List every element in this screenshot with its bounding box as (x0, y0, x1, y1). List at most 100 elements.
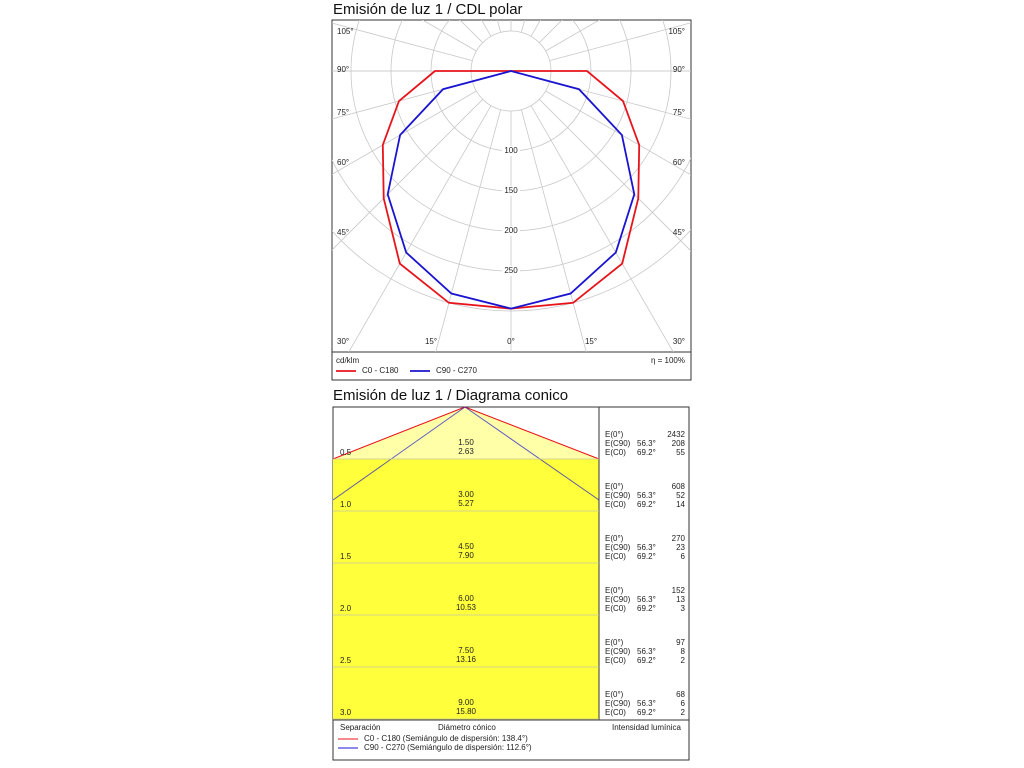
distance: 1.0 (340, 500, 352, 509)
grid-ray (545, 90, 691, 176)
grid-ray (530, 20, 541, 37)
cone-title: Emisión de luz 1 / Diagrama conico (333, 387, 568, 404)
e-label: E(0°) (605, 586, 624, 595)
grid-ray (549, 22, 691, 62)
c0-edge (332, 406, 466, 460)
header-intensity: Intensidad lumínica (612, 723, 681, 732)
angle-label: 45° (673, 228, 685, 237)
grid-ray (332, 99, 483, 251)
e-label: E(C0) (605, 708, 626, 717)
angle-label: 15° (425, 337, 437, 346)
c0-edge (464, 406, 600, 460)
half-angle: 69.2° (637, 448, 656, 457)
diameter-c0: 15.80 (456, 707, 477, 716)
unit-label: cd/klm (336, 356, 359, 365)
e-label: E(C90) (605, 595, 631, 604)
angle-label: 90° (673, 65, 685, 74)
grid-ray (530, 105, 674, 352)
illuminance: 6 (681, 552, 686, 561)
angle-label: 75° (337, 108, 349, 117)
half-angle: 69.2° (637, 552, 656, 561)
r-tick-bg (502, 266, 520, 276)
r-tick-label: 200 (504, 226, 518, 235)
half-angle: 56.3° (637, 699, 656, 708)
grid-ray (545, 20, 601, 52)
half-angle: 56.3° (637, 543, 656, 552)
e-label: E(0°) (605, 534, 624, 543)
illuminance: 8 (681, 647, 686, 656)
e-label: E(C90) (605, 491, 631, 500)
e-label: E(C0) (605, 656, 626, 665)
e-label: E(C0) (605, 604, 626, 613)
efficiency-label: η = 100% (651, 356, 685, 365)
header-diameter: Diámetro cónico (438, 723, 496, 732)
e-label: E(0°) (605, 482, 624, 491)
illuminance: 23 (676, 543, 685, 552)
half-angle: 56.3° (637, 439, 656, 448)
grid-ray (348, 105, 492, 352)
polar-title: Emisión de luz 1 / CDL polar (333, 1, 523, 18)
r-tick-bg (502, 186, 520, 196)
angle-label: 45° (337, 228, 349, 237)
diameter-c0: 5.27 (458, 499, 474, 508)
half-angle: 69.2° (637, 604, 656, 613)
illuminance: 208 (672, 439, 686, 448)
diameter-c90: 3.00 (458, 490, 474, 499)
diameter-c90: 9.00 (458, 698, 474, 707)
illuminance: 6 (681, 699, 686, 708)
illuminance: 97 (676, 638, 685, 647)
cone-top (333, 407, 599, 459)
grid-ray (549, 80, 691, 120)
illuminance: 68 (676, 690, 685, 699)
r-tick-bg (502, 146, 520, 156)
e-label: E(C0) (605, 552, 626, 561)
illuminance: 2 (681, 656, 686, 665)
illuminance: 2 (681, 708, 686, 717)
distance: 1.5 (340, 552, 352, 561)
illuminance: 55 (676, 448, 685, 457)
angle-label: 60° (337, 158, 349, 167)
e-label: E(C90) (605, 439, 631, 448)
half-angle: 69.2° (637, 656, 656, 665)
diameter-c0: 13.16 (456, 655, 477, 664)
half-angle: 56.3° (637, 491, 656, 500)
grid-ray (520, 109, 587, 352)
e-label: E(C90) (605, 699, 631, 708)
diameter-c90: 6.00 (458, 594, 474, 603)
legend-label: C90 - C270 (436, 366, 477, 375)
distance: 2.0 (340, 604, 352, 613)
illuminance: 13 (676, 595, 685, 604)
e-label: E(C0) (605, 500, 626, 509)
r-tick-label: 150 (504, 186, 518, 195)
grid-ray (539, 20, 563, 43)
legend-label: C90 - C270 (Semiángulo de dispersión: 11… (364, 743, 532, 752)
angle-label: 60° (673, 158, 685, 167)
grid-ray (332, 90, 477, 175)
half-angle: 69.2° (637, 708, 656, 717)
angle-label: 90° (337, 65, 349, 74)
illuminance: 2432 (667, 430, 685, 439)
diameter-c0: 7.90 (458, 551, 474, 560)
diameter-c0: 10.53 (456, 603, 477, 612)
grid-ray (332, 22, 473, 62)
polar-curve (386, 70, 636, 310)
legend-label: C0 - C180 (362, 366, 399, 375)
e-label: E(C90) (605, 647, 631, 656)
e-label: E(0°) (605, 690, 624, 699)
angle-label: 75° (673, 108, 685, 117)
diameter-c90: 1.50 (458, 438, 474, 447)
c90-edge (332, 406, 466, 501)
angle-label: 0° (507, 337, 515, 346)
angle-label: 30° (337, 337, 349, 346)
half-angle: 56.3° (637, 595, 656, 604)
angle-label: 30° (673, 337, 685, 346)
grid-ray (539, 99, 691, 252)
legend-label: C0 - C180 (Semiángulo de dispersión: 138… (364, 734, 528, 743)
polar-curve (381, 70, 641, 310)
illuminance: 14 (676, 500, 685, 509)
distance: 0.5 (340, 448, 352, 457)
cone-fill (333, 459, 599, 720)
r-tick-bg (502, 226, 520, 236)
illuminance: 270 (672, 534, 686, 543)
